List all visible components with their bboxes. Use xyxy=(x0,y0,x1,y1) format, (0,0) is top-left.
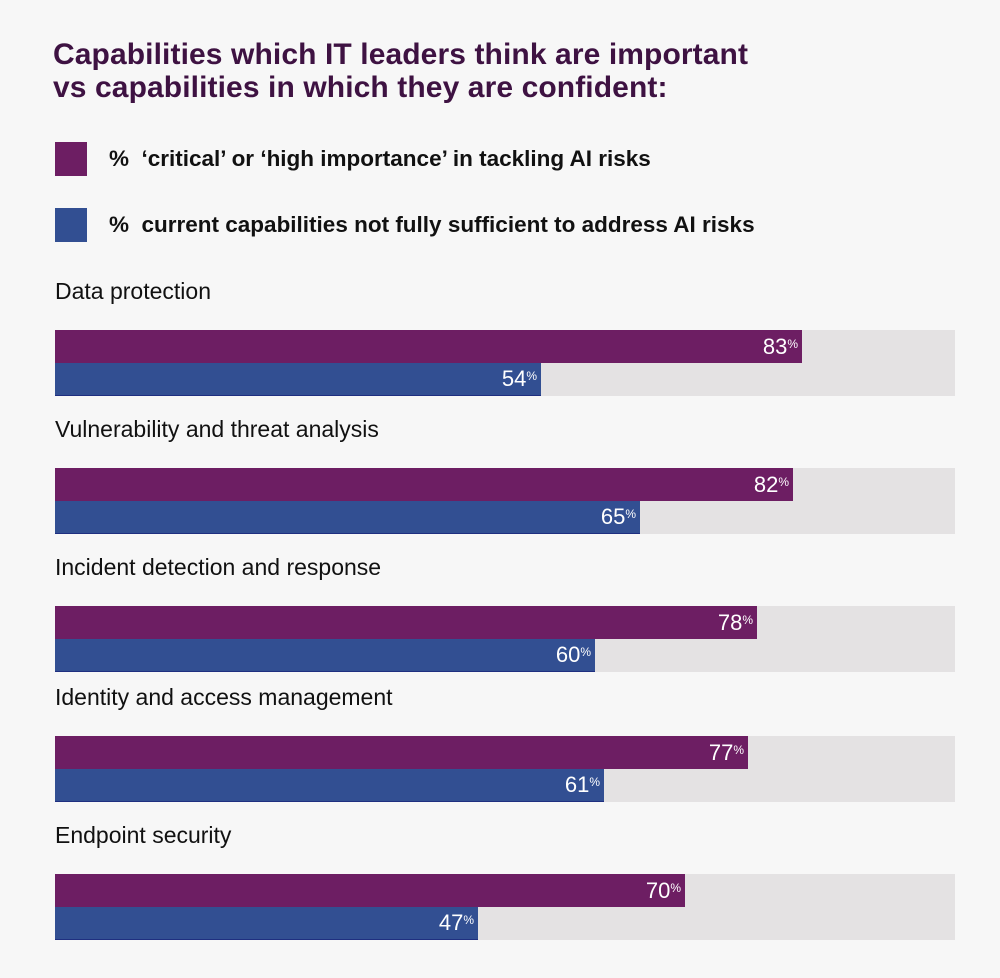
data-label-value: 54 xyxy=(501,366,527,391)
bar-track: 82% 65% xyxy=(55,468,955,534)
data-label-value: 70 xyxy=(645,877,671,903)
data-label-value: 82 xyxy=(753,471,779,497)
bar-importance: 77% xyxy=(55,736,748,769)
data-label-value: 77 xyxy=(708,739,734,765)
data-label-suffix: % xyxy=(580,645,591,659)
data-label: 61% xyxy=(565,774,600,796)
bar-track: 70% 47% xyxy=(55,874,955,940)
data-label: 60% xyxy=(556,644,591,666)
data-label: 83% xyxy=(762,333,798,359)
bar-track: 77% 61% xyxy=(55,736,955,802)
bar-importance: 83% xyxy=(55,330,802,363)
bar-track: 83% 54% xyxy=(55,330,955,396)
data-label-suffix: % xyxy=(463,913,474,927)
data-label-suffix: % xyxy=(787,336,798,351)
bar-importance: 70% xyxy=(55,874,685,907)
data-label-value: 83 xyxy=(762,333,788,359)
legend-label: % current capabilities not fully suffici… xyxy=(109,212,755,237)
data-label-suffix: % xyxy=(778,474,789,489)
data-label-suffix: % xyxy=(589,775,600,789)
legend-item-importance: % ‘critical’ or ‘high importance’ in tac… xyxy=(55,142,651,176)
data-label-value: 78 xyxy=(717,609,743,635)
category-label: Data protection xyxy=(55,278,211,304)
bar-capabilities: 61% xyxy=(55,769,604,802)
legend-swatch xyxy=(55,208,87,242)
bar-capabilities: 60% xyxy=(55,639,595,672)
data-label-suffix: % xyxy=(670,880,681,895)
bar-importance: 82% xyxy=(55,468,793,501)
category-label: Vulnerability and threat analysis xyxy=(55,416,379,442)
bar-capabilities: 47% xyxy=(55,907,478,940)
bar-capabilities: 65% xyxy=(55,501,640,534)
category-label: Identity and access management xyxy=(55,684,393,710)
legend-item-capabilities: % current capabilities not fully suffici… xyxy=(55,208,755,242)
data-label-value: 61 xyxy=(564,772,590,797)
legend-swatch xyxy=(55,142,87,176)
data-label-value: 65 xyxy=(600,504,626,529)
bar-track: 78% 60% xyxy=(55,606,955,672)
bar-capabilities: 54% xyxy=(55,363,541,396)
chart-title-text: Capabilities which IT leaders think are … xyxy=(53,38,749,104)
data-label: 82% xyxy=(753,471,789,497)
data-label-suffix: % xyxy=(742,612,753,627)
chart-title: Capabilities which IT leaders think are … xyxy=(53,38,748,104)
data-label: 77% xyxy=(708,739,744,765)
data-label: 65% xyxy=(601,506,636,528)
data-label: 78% xyxy=(717,609,753,635)
data-label: 70% xyxy=(645,877,681,903)
data-label-suffix: % xyxy=(733,742,744,757)
legend-label: % ‘critical’ or ‘high importance’ in tac… xyxy=(109,146,651,171)
data-label-value: 60 xyxy=(555,642,581,667)
data-label-suffix: % xyxy=(625,507,636,521)
bar-importance: 78% xyxy=(55,606,757,639)
category-label: Incident detection and response xyxy=(55,554,382,580)
data-label-suffix: % xyxy=(526,369,537,383)
data-label: 47% xyxy=(439,912,474,934)
category-label: Endpoint security xyxy=(55,822,232,848)
data-label: 54% xyxy=(502,368,537,390)
data-label-value: 47 xyxy=(438,910,464,935)
